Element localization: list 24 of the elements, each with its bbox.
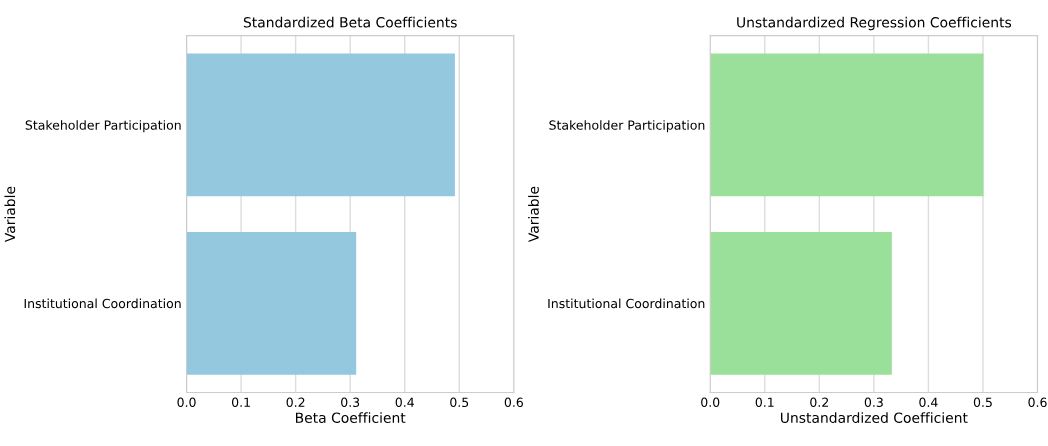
- y-tick-label: Institutional Coordination: [24, 298, 181, 309]
- x-tick-label: 0.0: [701, 397, 720, 408]
- x-tick-label: 0.1: [231, 397, 250, 408]
- x-tick-label: 0.2: [810, 397, 829, 408]
- x-tick-label: 0.6: [504, 397, 523, 408]
- y-axis-title: Variable: [4, 186, 16, 243]
- x-tick-label: 0.0: [177, 397, 196, 408]
- y-tick-label: Stakeholder Participation: [549, 120, 705, 133]
- x-tick-label: 0.4: [919, 397, 938, 408]
- y-axis-title: Variable: [528, 186, 539, 243]
- x-tick-label: 0.3: [341, 397, 360, 408]
- x-tick-label: 0.5: [450, 397, 469, 408]
- x-tick-label: 0.1: [755, 397, 774, 408]
- x-tick-label: 0.5: [973, 397, 992, 408]
- chart-title: Standardized Beta Coefficients: [243, 16, 457, 28]
- y-tick-label: Institutional Coordination: [548, 298, 705, 309]
- x-axis-title: Unstandardized Coefficient: [780, 412, 968, 423]
- x-tick-label: 0.6: [1028, 397, 1047, 408]
- x-tick-label: 0.2: [286, 397, 305, 408]
- x-tick-label: 0.4: [395, 397, 414, 408]
- y-tick-label: Stakeholder Participation: [25, 120, 181, 133]
- x-axis-title: Beta Coefficient: [296, 412, 406, 423]
- chart-title: Unstandardized Regression Coefficients: [737, 16, 1012, 31]
- x-tick-label: 0.3: [864, 397, 883, 408]
